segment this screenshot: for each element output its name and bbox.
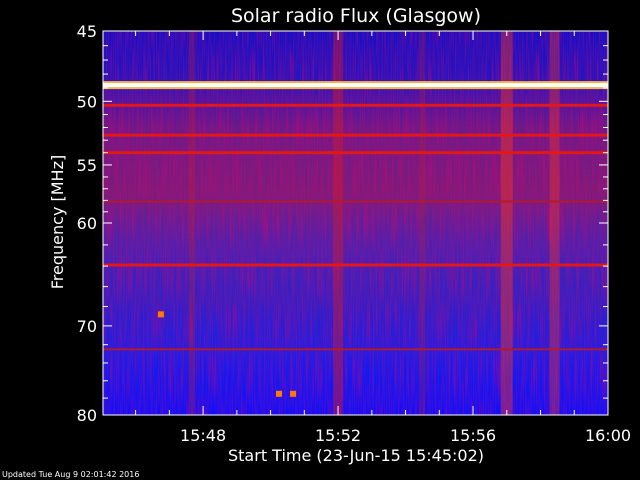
interference-line (103, 103, 608, 107)
interference-line (103, 133, 608, 137)
y-tick-label: 55 (77, 156, 97, 175)
burst-band (188, 31, 195, 415)
x-tick-label: 15:52 (315, 426, 361, 445)
interference-line (103, 200, 608, 203)
chart-title: Solar radio Flux (Glasgow) (231, 5, 481, 27)
y-axis-label: Frequency [MHz] (48, 155, 67, 289)
spectrogram-noise (103, 31, 608, 415)
interference-line (103, 263, 608, 267)
y-tick-label: 45 (77, 22, 97, 41)
bright-feature (157, 311, 164, 318)
x-tick-label: 16:00 (585, 426, 631, 445)
interference-line (103, 348, 608, 351)
interference-line (103, 151, 608, 155)
y-tick-label: 50 (77, 92, 97, 111)
bright-feature (276, 390, 283, 397)
burst-band (333, 31, 344, 415)
x-tick-label: 15:48 (180, 426, 226, 445)
burst-band (549, 31, 560, 415)
burst-band (500, 31, 513, 415)
x-tick-label: 15:56 (450, 426, 496, 445)
x-axis-label: Start Time (23-Jun-15 15:45:02) (228, 446, 484, 465)
y-tick-label: 80 (77, 406, 97, 425)
burst-band (419, 31, 426, 415)
bright-feature (290, 390, 297, 397)
y-tick-label: 60 (77, 214, 97, 233)
y-tick-label: 70 (77, 317, 97, 336)
interference-line (103, 83, 608, 88)
updated-timestamp: Updated Tue Aug 9 02:01:42 2016 (2, 470, 140, 479)
